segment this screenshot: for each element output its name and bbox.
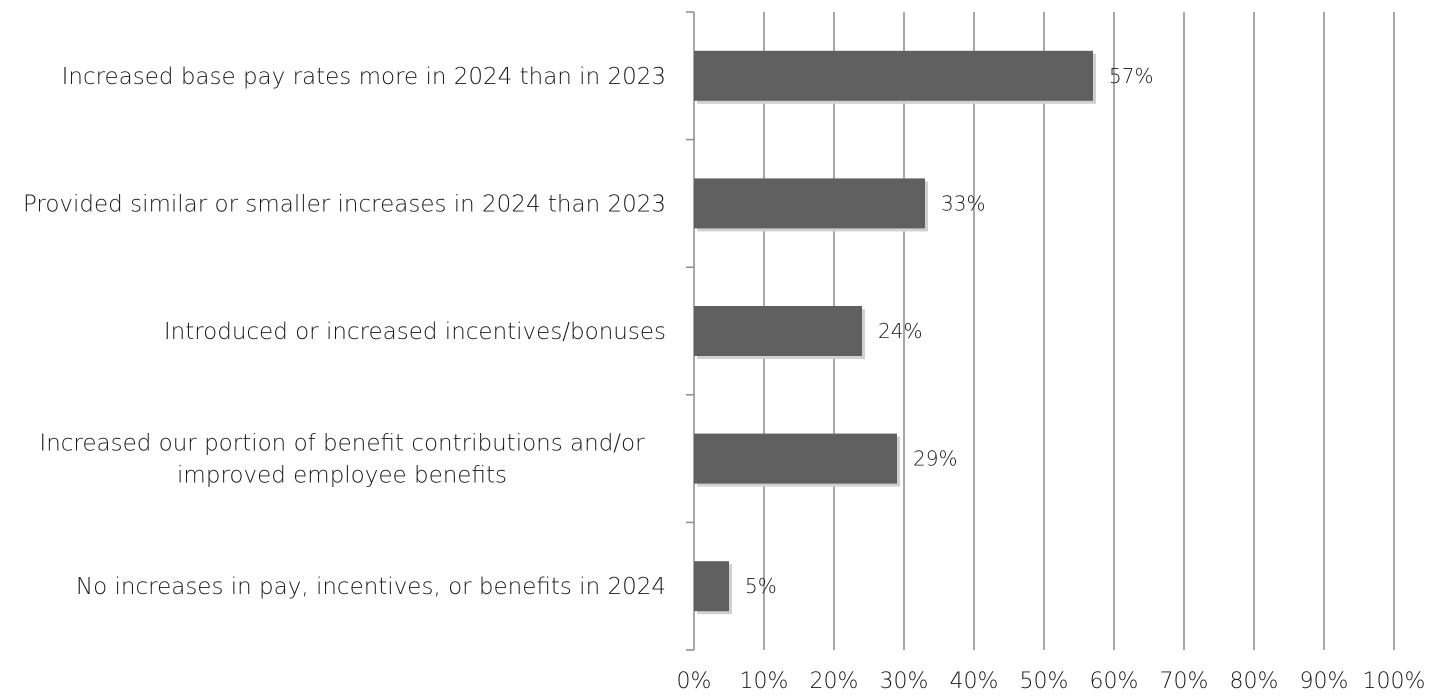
y-axis <box>686 11 695 651</box>
bar <box>694 50 1093 101</box>
category-label: Increased our portion of benefit contrib… <box>39 431 645 457</box>
category-labels: Increased base pay rates more in 2024 th… <box>23 64 666 600</box>
x-tick-label: 20% <box>810 669 859 694</box>
bar <box>694 561 729 612</box>
bar <box>694 306 862 356</box>
data-labels: 57% 33% 24% 29% 5% <box>745 64 1153 598</box>
x-tick-label: 80% <box>1230 669 1279 694</box>
x-tick-label: 10% <box>740 669 789 694</box>
category-label: improved employee benefits <box>177 463 507 489</box>
data-label: 29% <box>913 447 957 471</box>
category-label: No increases in pay, incentives, or bene… <box>76 574 666 600</box>
bar <box>694 433 897 484</box>
category-label: Provided similar or smaller increases in… <box>23 191 666 217</box>
category-label: Introduced or increased incentives/bonus… <box>164 319 666 345</box>
x-tick-label: 50% <box>1020 669 1069 694</box>
x-tick-label: 0% <box>677 669 712 694</box>
category-label: Increased base pay rates more in 2024 th… <box>62 64 666 90</box>
x-tick-label: 100% <box>1363 669 1426 694</box>
gridlines <box>763 12 1395 650</box>
x-tick-labels: 0% 10% 20% 30% 40% 50% 60% 70% 80% 90% 100% <box>677 669 1426 694</box>
bar <box>694 178 925 229</box>
data-label: 24% <box>878 319 922 343</box>
x-tick-label: 60% <box>1090 669 1139 694</box>
x-tick-label: 90% <box>1300 669 1349 694</box>
x-tick-label: 70% <box>1160 669 1209 694</box>
bars <box>694 50 1096 615</box>
data-label: 33% <box>941 191 985 215</box>
x-tick-label: 30% <box>880 669 929 694</box>
x-tick-label: 40% <box>950 669 999 694</box>
data-label: 57% <box>1109 64 1153 88</box>
data-label: 5% <box>745 574 777 598</box>
